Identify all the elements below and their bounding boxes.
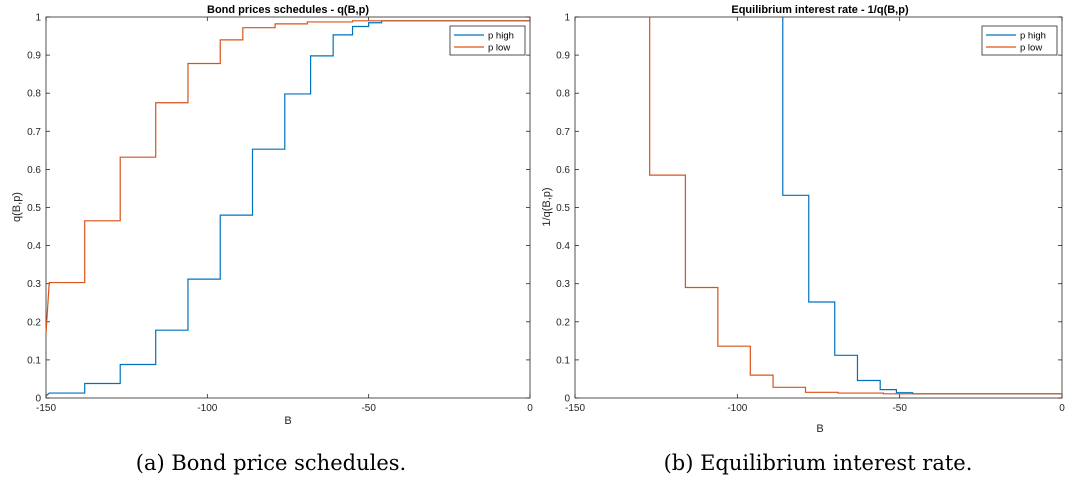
chart-title: Equilibrium interest rate - 1/q(B,p) [731, 4, 909, 16]
series-line-p-low [45, 20, 530, 334]
series-line-p-high [782, 17, 1062, 395]
figure-caption: (b) Equilibrium interest rate. [664, 451, 973, 475]
x-tick-label: 0 [1059, 403, 1065, 414]
y-tick-label: 0.2 [27, 317, 41, 328]
figure-caption: (a) Bond price schedules. [136, 451, 406, 475]
x-axis-label: B [816, 423, 823, 435]
legend-box [449, 25, 526, 56]
y-tick-label: 0.4 [27, 241, 41, 252]
series-line-p-low [649, 17, 1062, 395]
y-tick-label: 0.7 [556, 127, 570, 138]
legend: p high p low [449, 25, 526, 56]
panel-interest-rate: Equilibrium interest rate - 1/q(B,p) -15… [541, 4, 1065, 475]
y-tick-label: 0.3 [556, 279, 570, 290]
x-axis-label: B [284, 415, 291, 427]
y-axis: 0 0.1 0.2 0.3 0.4 0.5 0.6 0.7 0.8 0.9 1 [556, 13, 1062, 405]
legend-label-p-high: p high [1020, 31, 1046, 42]
y-tick-label: 0 [35, 394, 41, 405]
plot-area [45, 16, 531, 399]
x-tick-label: -50 [361, 403, 376, 414]
y-tick-label: 0.5 [27, 203, 41, 214]
y-tick-label: 0.6 [556, 165, 570, 176]
plot-area [574, 16, 1063, 399]
legend: p high p low [981, 25, 1058, 56]
legend-label-p-high: p high [488, 31, 514, 42]
y-tick-label: 1 [564, 13, 570, 24]
y-tick-label: 0.1 [27, 355, 41, 366]
x-tick-label: -150 [565, 403, 585, 414]
y-tick-label: 0.8 [27, 89, 41, 100]
y-tick-label: 0.6 [27, 165, 41, 176]
legend-label-p-low: p low [1020, 43, 1042, 54]
x-tick-label: -100 [727, 403, 747, 414]
x-tick-label: -50 [892, 403, 907, 414]
y-tick-label: 0 [564, 394, 570, 405]
y-tick-label: 0.5 [556, 203, 570, 214]
x-axis: -150 -100 -50 0 [36, 17, 533, 414]
y-axis-label: q(B,p) [11, 192, 23, 222]
chart-title: Bond prices schedules - q(B,p) [207, 4, 369, 16]
x-tick-label: 0 [527, 403, 533, 414]
y-tick-label: 1 [35, 13, 41, 24]
series-group [45, 20, 530, 397]
y-axis: 0 0.1 0.2 0.3 0.4 0.5 0.6 0.7 0.8 0.9 1 [27, 13, 530, 405]
legend-label-p-low: p low [488, 43, 510, 54]
panel-bond-prices: Bond prices schedules - q(B,p) -150 -100-… [11, 4, 533, 475]
y-tick-label: 0.7 [27, 127, 41, 138]
y-axis-label: 1/q(B,p) [541, 187, 553, 226]
series-group [649, 17, 1062, 395]
y-tick-label: 0.9 [556, 51, 570, 62]
legend-box [981, 25, 1058, 56]
x-axis: -150 -100 -50 0 [565, 17, 1065, 414]
y-tick-label: 0.9 [27, 51, 41, 62]
x-tick-label: -100 [197, 403, 217, 414]
y-tick-label: 0.2 [556, 317, 570, 328]
series-line-p-high [45, 20, 530, 397]
y-tick-label: 0.1 [556, 355, 570, 366]
x-tick-label: -150 [36, 403, 56, 414]
y-tick-label: 0.8 [556, 89, 570, 100]
y-tick-label: 0.4 [556, 241, 570, 252]
y-tick-label: 0.3 [27, 279, 41, 290]
